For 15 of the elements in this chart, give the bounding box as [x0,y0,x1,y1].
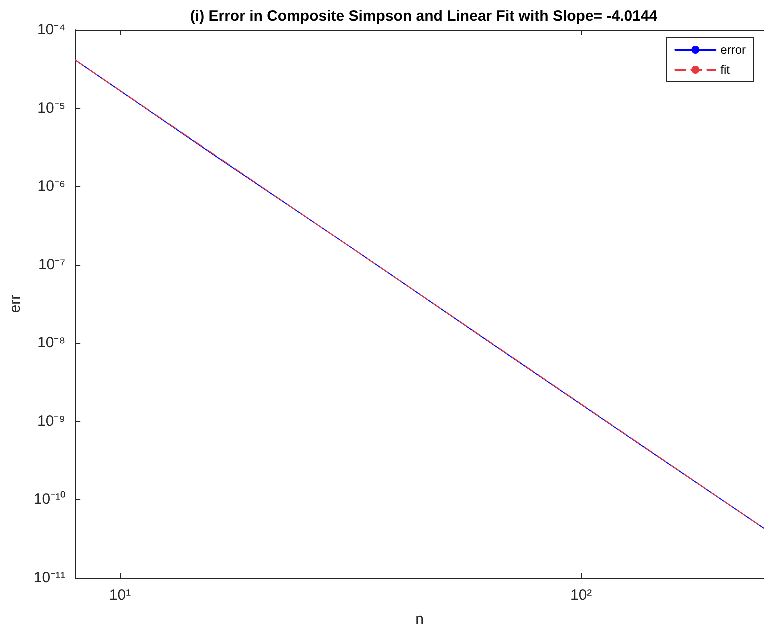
legend-label: error [720,43,746,57]
legend-label: fit [720,63,731,77]
x-axis-title: n [416,611,424,628]
y-tick-label: 10⁻⁸ [38,334,66,352]
chart-title: (i) Error in Composite Simpson and Linear Fit with Slope= -4.0144 [190,8,658,25]
y-tick-label: 10⁻¹⁰ [34,491,66,508]
y-axis-title: err [7,294,24,314]
y-tick-label: 10⁻⁶ [38,178,66,196]
y-tick-label: 10⁻⁹ [37,412,66,430]
x-tick-label: 10² [570,587,592,604]
y-tick-label: 10⁻¹¹ [34,570,66,586]
x-tick-label: 10¹ [109,587,132,604]
y-tick-label: 10⁻⁵ [38,100,66,117]
y-tick-label: 10⁻⁴ [37,22,66,38]
y-tick-label: 10⁻⁷ [38,256,66,274]
